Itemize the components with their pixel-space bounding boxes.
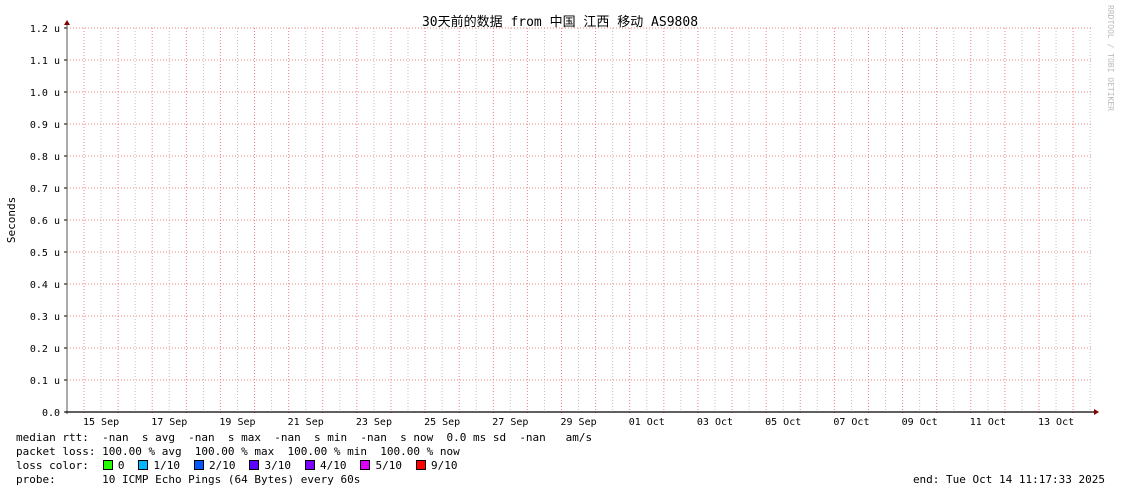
loss-color-label-3: 3/10 xyxy=(264,459,291,472)
end-time: end: Tue Oct 14 11:17:33 2025 xyxy=(912,473,1105,486)
loss-color-label-2: 2/10 xyxy=(208,459,236,472)
median-rtt-line: median rtt: -nan s avg -nan s max -nan s… xyxy=(16,431,593,444)
loss-color-swatch xyxy=(138,460,149,470)
loss-color-label-6: 9/10 xyxy=(430,459,458,472)
loss-color-swatch xyxy=(415,460,426,470)
x-tick-label: 21 Sep xyxy=(288,417,324,428)
x-tick-label: 15 Sep xyxy=(83,417,119,428)
latency-chart: 0.0 0.1 u 0.2 u 0.3 u 0.4 u 0.5 u 0.6 u 0.7 u 0.… xyxy=(5,5,1115,428)
y-tick-label: 1.1 u xyxy=(30,56,60,67)
loss-color-label: loss color: xyxy=(16,459,89,472)
loss-color-swatch xyxy=(102,460,113,470)
y-tick-label: 0.0 xyxy=(42,408,60,419)
loss-color-label-5: 5/10 xyxy=(375,459,402,472)
packet-loss-line: packet loss: 100.00 % avg 100.00 % max 1… xyxy=(16,445,460,458)
loss-color-label-1: 1/10 xyxy=(153,459,180,472)
y-tick-label: 0.7 u xyxy=(30,184,60,195)
x-tick-label: 17 Sep xyxy=(151,417,187,428)
x-tick-label: 11 Oct xyxy=(970,417,1006,428)
x-tick-label: 09 Oct xyxy=(902,417,938,428)
y-tick-label: 0.6 u xyxy=(30,216,60,227)
y-tick-label: 0.5 u xyxy=(30,248,60,259)
loss-color-label-4: 4/10 xyxy=(319,459,347,472)
x-tick-label: 03 Oct xyxy=(697,417,733,428)
y-tick-label: 1.2 u xyxy=(30,24,60,35)
x-tick-label: 25 Sep xyxy=(424,417,460,428)
y-tick-label: 0.1 u xyxy=(30,376,60,387)
loss-color-swatch xyxy=(193,460,204,470)
x-tick-label: 19 Sep xyxy=(219,417,255,428)
rrdtool-watermark: RRDTOOL / TOBI OETIKER xyxy=(1106,5,1115,111)
x-tick-label: 13 Oct xyxy=(1038,417,1074,428)
x-tick-label: 07 Oct xyxy=(833,417,869,428)
y-tick-label: 0.8 u xyxy=(30,152,60,163)
y-axis-label: Seconds xyxy=(5,197,18,243)
x-tick-label: 05 Oct xyxy=(765,417,801,428)
y-tick-label: 0.3 u xyxy=(30,312,60,323)
chart-title: 30天前的数据 from 中国 江西 移动 AS9808 xyxy=(422,14,698,30)
y-axis-arrow-icon xyxy=(64,20,70,25)
probe-line: probe: 10 ICMP Echo Pings (64 Bytes) eve… xyxy=(16,473,361,486)
loss-color-label-0: 0 xyxy=(117,459,125,472)
loss-color-legend: loss color: 0 1/10 2/10 3/10 4/10 5/10 9/10 xyxy=(16,459,457,473)
loss-color-swatch xyxy=(249,460,260,470)
y-tick-label: 0.2 u xyxy=(30,344,60,355)
y-tick-label: 0.4 u xyxy=(30,280,60,291)
y-tick-label: 1.0 u xyxy=(30,88,60,99)
loss-color-swatch xyxy=(304,460,315,470)
x-tick-label: 01 Oct xyxy=(629,417,665,428)
loss-color-swatch xyxy=(360,460,371,470)
y-tick-label: 0.9 u xyxy=(30,120,60,131)
x-tick-label: 27 Sep xyxy=(492,417,528,428)
x-tick-label: 23 Sep xyxy=(356,417,392,428)
x-tick-label: 29 Sep xyxy=(560,417,596,428)
x-axis-arrow-icon xyxy=(1094,409,1099,415)
